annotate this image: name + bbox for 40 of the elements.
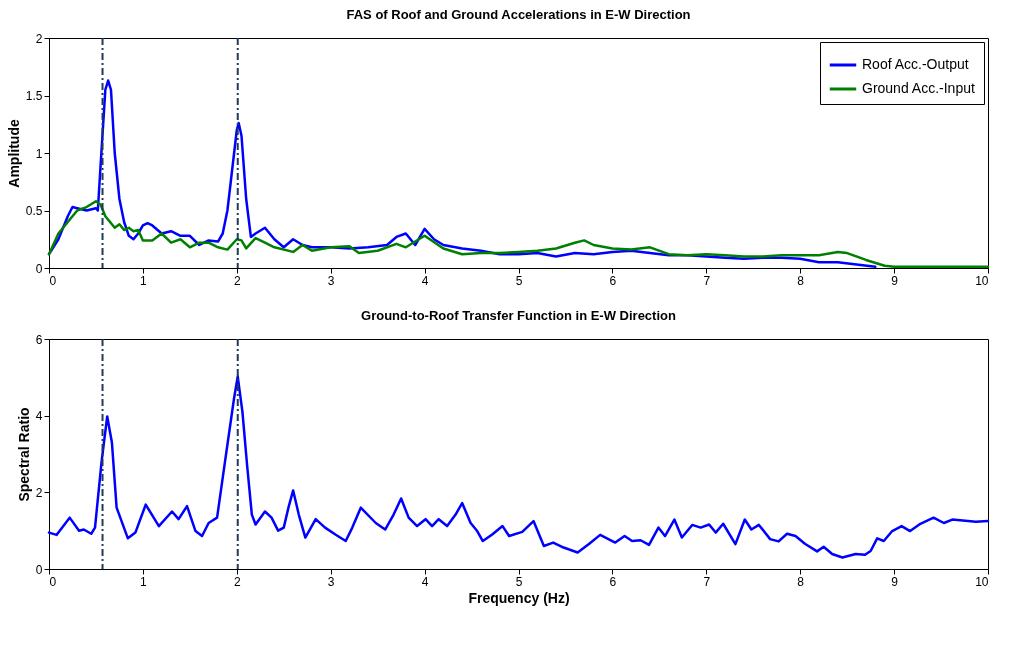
x-tick-label: 8 [797,273,805,288]
line-series [47,200,990,269]
chart-title: Ground-to-Roof Transfer Function in E-W Direction [361,308,676,323]
y-tick-label: 2 [35,31,43,46]
y-tick-label: 4 [35,409,43,424]
chart-title: FAS of Roof and Ground Accelerations in E-W Direction [346,7,691,22]
x-tick-label: 9 [891,574,899,589]
y-axis-title: Spectral Ratio [15,407,32,502]
legend-label: Ground Acc.-Input [862,80,975,96]
x-tick-label: 9 [891,273,899,288]
y-tick-label: 1.5 [25,89,43,103]
x-tick-label: 1 [140,574,148,589]
legend-label: Roof Acc.-Output [862,56,969,72]
y-tick-label: 1 [35,146,43,161]
line-series [47,375,990,559]
y-axis-title: Amplitude [5,119,22,188]
x-tick-label: 3 [327,273,335,288]
x-tick-label: 8 [797,574,805,589]
y-tick-label: 0 [35,261,43,276]
x-tick-label: 10 [975,273,989,288]
x-tick-label: 6 [609,574,617,589]
x-tick-label: 4 [421,574,429,589]
x-tick-label: 7 [703,574,711,589]
x-tick-label: 6 [609,273,617,288]
x-tick-label: 0 [49,273,57,288]
y-tick-label: 6 [35,332,43,347]
x-tick-label: 3 [327,574,335,589]
y-tick-label: 2 [35,485,43,500]
x-tick-label: 10 [975,574,989,589]
x-tick-label: 2 [233,273,241,288]
x-tick-label: 4 [421,273,429,288]
x-axis-title: Frequency (Hz) [468,589,570,606]
x-tick-label: 0 [49,574,57,589]
y-tick-label: 0 [35,562,43,577]
x-tick-label: 5 [515,574,523,589]
x-tick-label: 2 [233,574,241,589]
x-tick-label: 7 [703,273,711,288]
x-tick-label: 1 [140,273,148,288]
x-tick-label: 5 [515,273,523,288]
y-tick-label: 0.5 [25,204,43,218]
